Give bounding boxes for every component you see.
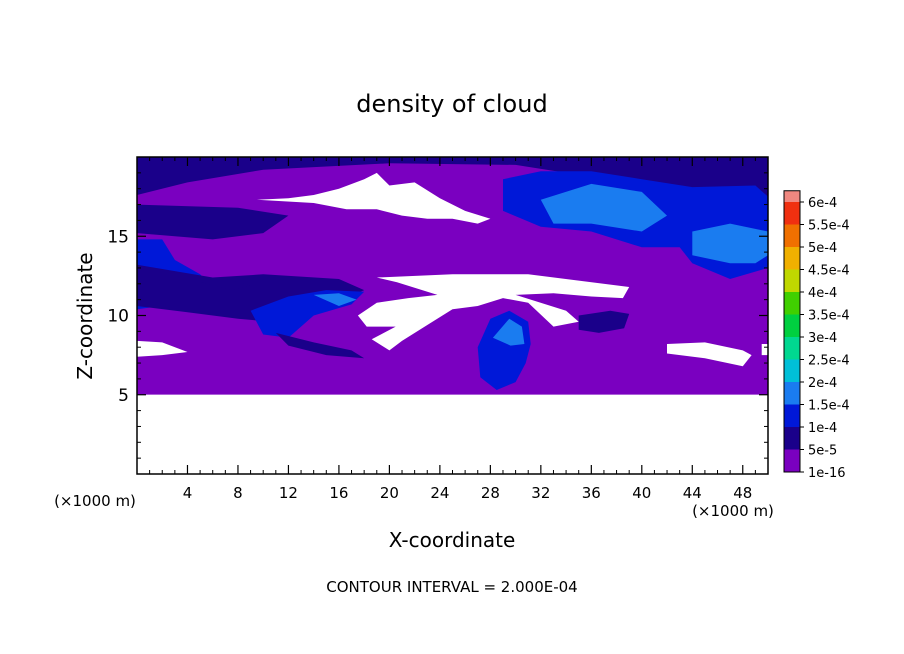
x-tick-label: 40 (632, 484, 651, 502)
x-axis-label: X-coordinate (389, 528, 516, 552)
colorbar-label: 4.5e-4 (808, 264, 850, 279)
x-tick-label: 12 (279, 484, 298, 502)
colorbar-swatch (784, 359, 800, 382)
colorbar-label: 3.5e-4 (808, 309, 850, 324)
colorbar-swatch (784, 224, 800, 247)
contour-region-5 (313, 293, 357, 306)
colorbar-label: 6e-4 (808, 196, 837, 211)
colorbar-swatch (784, 427, 800, 450)
colorbar-label: 2e-4 (808, 376, 837, 391)
x-tick-label: 32 (531, 484, 550, 502)
colorbar-label: 2.5e-4 (808, 354, 850, 369)
contour-region-8 (540, 183, 667, 232)
x-tick-label: 4 (183, 484, 193, 502)
colorbar-label: 1e-16 (808, 466, 846, 481)
x-tick-label: 16 (329, 484, 348, 502)
empty-region-5 (761, 344, 768, 356)
y-tick-label: 5 (118, 386, 129, 406)
colorbar-swatch (784, 190, 800, 202)
colorbar-swatch (784, 382, 800, 405)
contour-region-12 (492, 318, 525, 346)
contour-regions (137, 157, 768, 390)
empty-region-4 (667, 342, 752, 367)
empty-region-1 (256, 172, 491, 224)
contour-interval-footer: CONTOUR INTERVAL = 2.000E-04 (326, 578, 577, 596)
colorbar-swatch (784, 202, 800, 225)
x-tick-label: 48 (733, 484, 752, 502)
x-tick-label: 44 (683, 484, 702, 502)
colorbar-swatch (784, 269, 800, 292)
colorbar-swatch (784, 404, 800, 427)
x-axis-ticks: 4 8 12 16 20 24 28 32 36 40 44 48 (149, 157, 756, 502)
y-axis-ticks: 5 10 15 (107, 172, 768, 459)
colorbar-label: 5e-4 (808, 241, 837, 256)
contour-region-1 (137, 204, 289, 240)
colorbar-label: 5e-5 (808, 444, 837, 459)
contour-region-6 (275, 332, 365, 359)
y-tick-label: 10 (107, 307, 129, 327)
contour-region-10 (578, 310, 630, 333)
x-tick-label: 24 (430, 484, 449, 502)
colorbar-frame (783, 190, 801, 473)
colorbar-label: 1e-4 (808, 421, 837, 436)
x-tick-label: 8 (233, 484, 243, 502)
colorbar-swatch (784, 292, 800, 315)
y-tick-label: 15 (107, 227, 129, 247)
empty-region-0 (137, 394, 768, 474)
colorbar-swatch (784, 449, 800, 472)
plot-area (137, 157, 768, 474)
x-unit-right: (×1000 m) (692, 502, 774, 520)
colorbar-swatch (784, 314, 800, 337)
chart-title: density of cloud (356, 90, 547, 118)
empty-regions (137, 172, 768, 474)
y-axis-label: Z-coordinate (73, 252, 97, 379)
colorbar-label: 3e-4 (808, 331, 837, 346)
colorbar-swatch (784, 337, 800, 360)
contour-region-13 (200, 280, 251, 291)
colorbar-label: 4e-4 (808, 286, 837, 301)
colorbar: 1e-16 5e-5 1e-4 1.5e-4 2e-4 2.5e-4 3e-4 3.5e-4 4… (783, 190, 850, 481)
colorbar-label: 5.5e-4 (808, 219, 850, 234)
x-unit-left: (×1000 m) (54, 492, 136, 510)
colorbar-label: 1.5e-4 (808, 399, 850, 414)
empty-region-2 (357, 274, 630, 351)
x-tick-label: 20 (380, 484, 399, 502)
contour-region-9 (692, 223, 768, 264)
empty-region-3 (137, 340, 188, 357)
contour-region-0 (137, 157, 768, 205)
x-tick-label: 28 (481, 484, 500, 502)
colorbar-swatch (784, 247, 800, 270)
x-tick-label: 36 (582, 484, 601, 502)
